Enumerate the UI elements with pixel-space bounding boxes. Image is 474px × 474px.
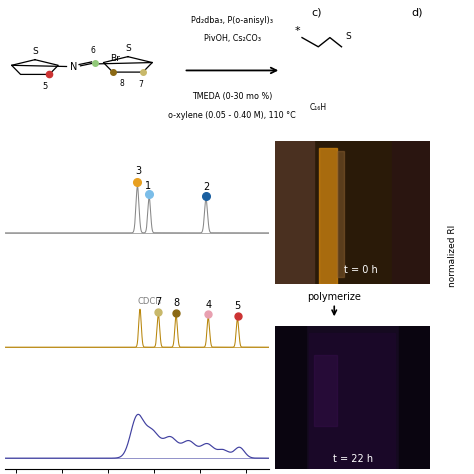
Text: C₁₆H: C₁₆H: [310, 103, 327, 112]
Text: 5: 5: [235, 301, 241, 311]
Bar: [306, 326, 400, 469]
Text: TMEDA (0-30 mo %): TMEDA (0-30 mo %): [192, 92, 273, 101]
Text: o-xylene (0.05 - 0.40 M), 110 °C: o-xylene (0.05 - 0.40 M), 110 °C: [168, 110, 296, 119]
Text: N: N: [70, 62, 77, 72]
Text: S: S: [125, 44, 131, 53]
Text: 1: 1: [146, 181, 152, 191]
Text: *: *: [294, 26, 300, 36]
Bar: [319, 148, 337, 284]
Text: normalized RI: normalized RI: [448, 225, 457, 287]
Text: 2: 2: [204, 182, 210, 192]
Text: S: S: [346, 32, 351, 41]
Text: 6: 6: [91, 46, 95, 55]
Bar: [275, 141, 314, 284]
Text: 3: 3: [135, 166, 141, 176]
Text: d): d): [411, 8, 423, 18]
Bar: [392, 141, 430, 284]
Text: CDCl₃: CDCl₃: [138, 297, 162, 306]
Bar: [310, 333, 395, 469]
Text: t = 0 h: t = 0 h: [344, 265, 377, 275]
Bar: [314, 355, 337, 426]
Text: t = 22 h: t = 22 h: [333, 454, 373, 464]
Text: PivOH, Cs₂CO₃: PivOH, Cs₂CO₃: [204, 35, 261, 44]
Text: Br: Br: [110, 54, 120, 63]
Bar: [275, 326, 306, 469]
Text: 8: 8: [173, 298, 179, 308]
Text: 7: 7: [138, 80, 143, 89]
Text: 4: 4: [205, 300, 211, 310]
Bar: [337, 151, 344, 277]
Bar: [314, 141, 392, 284]
Bar: [400, 326, 430, 469]
Text: S: S: [32, 47, 38, 56]
Text: polymerize: polymerize: [307, 292, 361, 302]
Text: 5: 5: [42, 82, 47, 91]
Text: Pd₂dba₃, P(o-anisyl)₃: Pd₂dba₃, P(o-anisyl)₃: [191, 16, 273, 25]
Text: 8: 8: [119, 79, 124, 88]
Text: c): c): [311, 8, 322, 18]
Text: 7: 7: [155, 297, 162, 307]
